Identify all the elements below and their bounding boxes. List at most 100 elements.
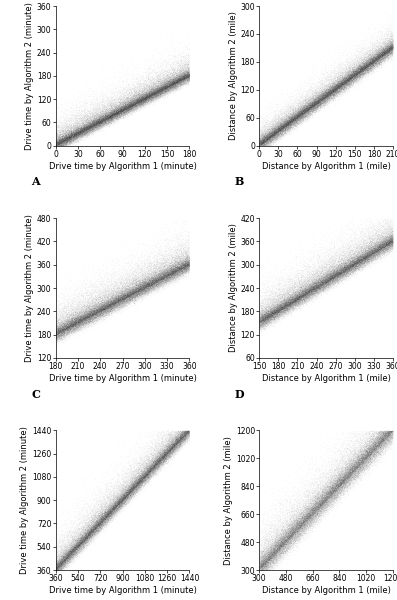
Point bbox=[260, 138, 267, 148]
Point bbox=[388, 236, 395, 245]
Point bbox=[314, 97, 321, 107]
Point bbox=[309, 509, 315, 519]
Point bbox=[336, 484, 342, 494]
Point bbox=[125, 287, 131, 296]
Point bbox=[185, 260, 191, 270]
Point bbox=[75, 314, 82, 324]
Point bbox=[256, 140, 263, 150]
Point bbox=[181, 433, 188, 443]
Point bbox=[347, 70, 353, 79]
Point bbox=[63, 554, 69, 564]
Point bbox=[70, 317, 77, 327]
Point bbox=[272, 124, 278, 134]
Point bbox=[274, 303, 280, 313]
Point bbox=[325, 88, 331, 98]
Point bbox=[124, 497, 130, 507]
Point bbox=[177, 262, 184, 271]
Point bbox=[366, 439, 372, 448]
Point bbox=[266, 130, 272, 139]
Point bbox=[299, 518, 305, 527]
Point bbox=[361, 251, 368, 261]
Point bbox=[367, 250, 374, 259]
Point bbox=[75, 317, 81, 327]
Point bbox=[331, 73, 338, 83]
Point bbox=[91, 114, 97, 124]
Point bbox=[162, 453, 168, 463]
Point bbox=[378, 50, 384, 59]
Point bbox=[176, 429, 182, 439]
Point bbox=[291, 517, 297, 527]
Point bbox=[260, 134, 267, 143]
Point bbox=[113, 302, 119, 311]
Point bbox=[318, 242, 325, 251]
Point bbox=[345, 46, 351, 55]
Point bbox=[312, 502, 318, 511]
Point bbox=[359, 65, 366, 74]
Point bbox=[306, 284, 313, 293]
Point bbox=[116, 502, 122, 511]
Point bbox=[264, 133, 270, 143]
Point bbox=[367, 247, 373, 256]
Point bbox=[357, 459, 363, 469]
Point bbox=[303, 505, 310, 515]
Point bbox=[329, 472, 335, 482]
Point bbox=[64, 320, 70, 329]
Point bbox=[281, 524, 287, 534]
Point bbox=[336, 479, 343, 489]
Point bbox=[290, 104, 297, 113]
Point bbox=[75, 544, 82, 554]
Point bbox=[359, 254, 365, 264]
Point bbox=[378, 441, 385, 451]
Point bbox=[312, 280, 318, 289]
Point bbox=[139, 97, 145, 106]
Point bbox=[161, 449, 168, 459]
Point bbox=[94, 116, 101, 125]
Point bbox=[115, 297, 121, 307]
Point bbox=[257, 137, 264, 147]
Point bbox=[160, 81, 166, 91]
Point bbox=[277, 551, 283, 561]
Point bbox=[330, 86, 337, 96]
Point bbox=[310, 100, 316, 110]
Point bbox=[123, 98, 130, 107]
Point bbox=[370, 52, 377, 61]
Point bbox=[285, 531, 291, 541]
Point bbox=[319, 496, 325, 506]
Point bbox=[323, 490, 330, 499]
Point bbox=[53, 325, 60, 334]
Point bbox=[385, 19, 392, 28]
Point bbox=[380, 50, 386, 60]
Point bbox=[114, 494, 121, 503]
Point bbox=[384, 236, 390, 246]
Point bbox=[98, 523, 104, 533]
Point bbox=[300, 509, 306, 518]
Point bbox=[148, 97, 154, 107]
Point bbox=[96, 114, 102, 124]
Point bbox=[73, 552, 79, 562]
Point bbox=[261, 530, 268, 539]
Point bbox=[271, 126, 278, 136]
Point bbox=[355, 255, 361, 265]
Point bbox=[262, 557, 268, 566]
Point bbox=[308, 511, 315, 520]
Point bbox=[84, 115, 91, 125]
Point bbox=[72, 134, 79, 144]
Point bbox=[318, 92, 325, 102]
Point bbox=[258, 312, 264, 322]
Point bbox=[318, 93, 324, 103]
Point bbox=[299, 100, 306, 110]
Point bbox=[282, 119, 289, 129]
Point bbox=[88, 121, 94, 130]
Point bbox=[294, 113, 300, 122]
Point bbox=[78, 307, 84, 316]
Point bbox=[384, 48, 391, 58]
Point bbox=[88, 304, 94, 314]
Point bbox=[266, 539, 272, 548]
Point bbox=[163, 83, 170, 93]
Point bbox=[338, 264, 344, 274]
Point bbox=[369, 241, 376, 251]
Point bbox=[319, 281, 325, 290]
Point bbox=[60, 140, 66, 149]
Point bbox=[162, 70, 169, 80]
Point bbox=[316, 506, 322, 515]
